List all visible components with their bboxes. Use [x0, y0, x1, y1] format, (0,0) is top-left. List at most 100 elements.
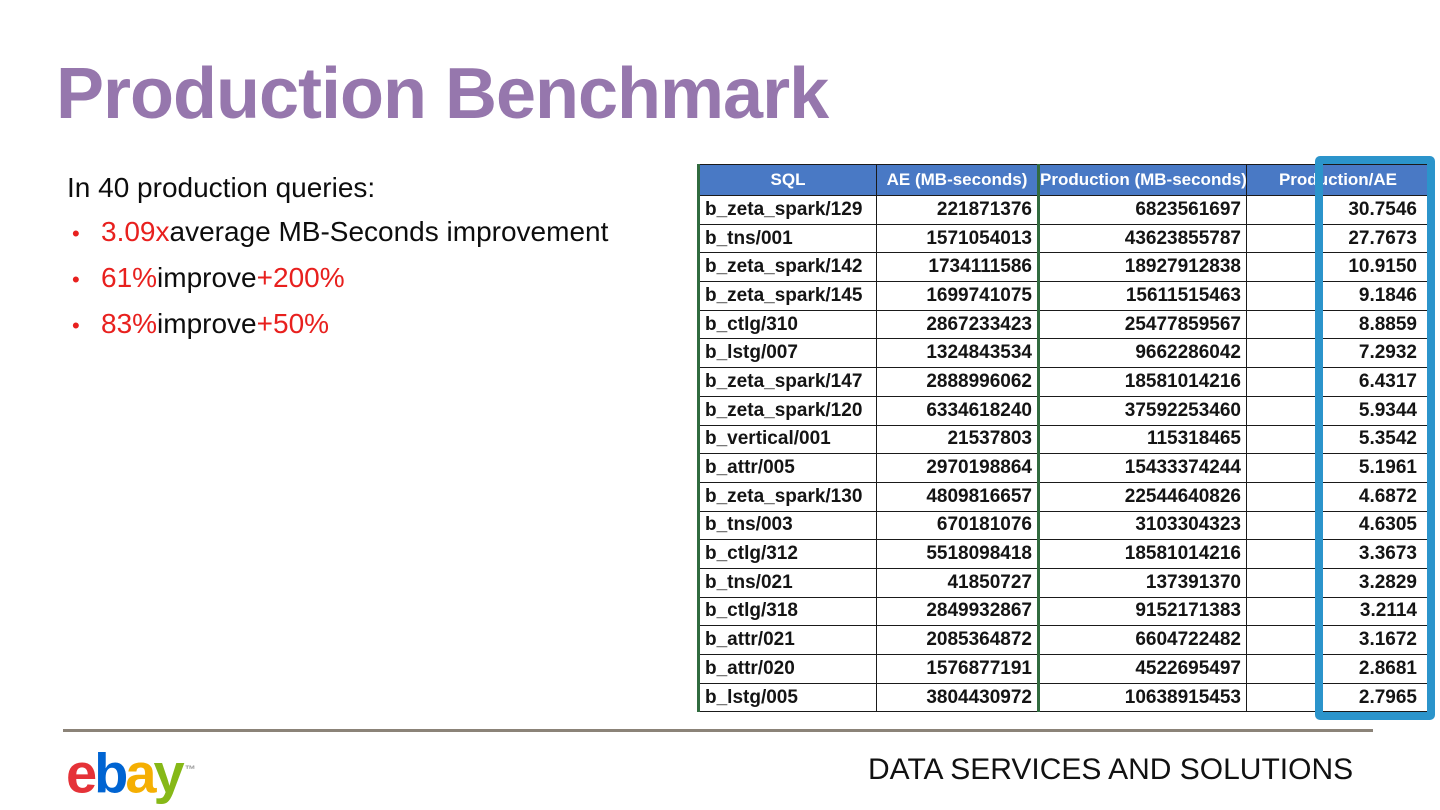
table-cell: 9152171383 [1038, 596, 1247, 627]
table-cell: 1576877191 [876, 654, 1040, 684]
table-cell: 3.3673 [1246, 539, 1430, 569]
table-cell: 5.9344 [1246, 395, 1430, 426]
table-cell: 670181076 [876, 510, 1040, 541]
table-row: b_zeta_spark/129 221871376 6823561697 30.75… [697, 195, 1430, 225]
table-cell: b_ctlg/312 [697, 539, 877, 569]
table-cell: 2970198864 [876, 453, 1040, 483]
table-cell: 2867233423 [876, 309, 1040, 340]
table-cell: 27.7673 [1246, 223, 1430, 254]
table-cell: 7.2932 [1246, 338, 1430, 369]
bullet-text-segment: 61% [101, 262, 158, 293]
table-cell: 137391370 [1038, 567, 1247, 598]
table-cell: 1734111586 [876, 252, 1040, 283]
benchmark-table: SQL AE (MB-seconds) Production (MB-seconds… [697, 164, 1430, 713]
table-cell: 4809816657 [876, 481, 1040, 512]
table-cell: b_attr/020 [697, 654, 877, 684]
table-cell: b_zeta_spark/130 [697, 481, 877, 512]
intro-text: In 40 production queries: [67, 172, 376, 203]
table-cell: b_tns/001 [697, 223, 877, 254]
table-row: b_zeta_spark/145 1699741075 15611515463 9.1… [697, 281, 1430, 311]
table-cell: b_attr/021 [697, 625, 877, 655]
bullet-text-segment: improve [157, 308, 257, 339]
table-row: b_attr/020 1576877191 4522695497 2.8681 [697, 654, 1430, 684]
footer-label: DATA SERVICES AND SOLUTIONS [868, 753, 1354, 786]
table-cell: 9.1846 [1246, 281, 1430, 311]
bullet-text-segment: 83% [101, 308, 158, 339]
table-cell: 9662286042 [1038, 338, 1247, 369]
table-cell: b_vertical/001 [697, 424, 877, 455]
table-cell: 2085364872 [876, 625, 1040, 655]
table-row: b_lstg/005 3804430972 10638915453 2.7965 [697, 682, 1430, 713]
table-cell: 1699741075 [876, 281, 1040, 311]
table-cell: 4522695497 [1038, 654, 1247, 684]
table-cell: 3804430972 [876, 682, 1040, 713]
table-cell: 3.2114 [1246, 596, 1430, 627]
table-cell: b_tns/003 [697, 510, 877, 541]
bullet-item-3: • 83% improve +50% [67, 302, 687, 348]
table-cell: 2.8681 [1246, 654, 1430, 684]
ebay-logo-letter: b [94, 741, 128, 805]
table-row: b_lstg/007 1324843534 9662286042 7.2932 [697, 338, 1430, 369]
table-row: b_tns/003 670181076 3103304323 4.6305 [697, 510, 1430, 541]
bullet-text-segment: +50% [256, 308, 330, 339]
bullet-item-2: • 61% improve +200% [67, 256, 687, 302]
table-cell: b_tns/021 [697, 567, 877, 598]
table-cell: 37592253460 [1038, 395, 1247, 426]
table-cell: 15433374244 [1038, 453, 1247, 483]
table-cell: 43623855787 [1038, 223, 1247, 254]
column-header-ae-mb-seconds: AE (MB-seconds) [876, 164, 1040, 196]
column-header-sql: SQL [697, 164, 877, 196]
table-cell: b_attr/005 [697, 453, 877, 483]
table-cell: b_zeta_spark/120 [697, 395, 877, 426]
bullet-dot-icon: • [72, 221, 80, 246]
table-cell: b_ctlg/310 [697, 309, 877, 340]
footer-divider [63, 729, 1373, 732]
table-cell: 6334618240 [876, 395, 1040, 426]
table-cell: 2.7965 [1246, 682, 1430, 713]
table-row: b_attr/021 2085364872 6604722482 3.1672 [697, 625, 1430, 655]
table-row: b_tns/021 41850727 137391370 3.2829 [697, 567, 1430, 598]
table-row: b_ctlg/312 5518098418 18581014216 3.3673 [697, 539, 1430, 569]
bullet-text-segment: average MB-Seconds improvement [169, 216, 609, 247]
bullet-dot-icon: • [72, 267, 80, 292]
table-cell: 1324843534 [876, 338, 1040, 369]
table-cell: 25477859567 [1038, 309, 1247, 340]
table-cell: 221871376 [876, 195, 1040, 225]
table-cell: 22544640826 [1038, 481, 1247, 512]
bullet-text-segment: improve [157, 262, 257, 293]
table-cell: b_lstg/007 [697, 338, 877, 369]
table-cell: 5518098418 [876, 539, 1040, 569]
table-cell: 6.4317 [1246, 367, 1430, 397]
table-cell: 4.6305 [1246, 510, 1430, 541]
table-cell: 3.1672 [1246, 625, 1430, 655]
table-row: b_vertical/001 21537803 115318465 5.3542 [697, 424, 1430, 455]
table-cell: b_lstg/005 [697, 682, 877, 713]
bullet-item-1: • 3.09x average MB-Seconds improvement [67, 210, 687, 256]
column-header-production-ae: Production/AE [1246, 164, 1430, 196]
table-cell: 2849932867 [876, 596, 1040, 627]
summary-text-block: In 40 production queries: • 3.09x average… [67, 166, 687, 348]
table-cell: b_zeta_spark/147 [697, 367, 877, 397]
table-cell: 3.2829 [1246, 567, 1430, 598]
table-cell: 3103304323 [1038, 510, 1247, 541]
table-row: b_zeta_spark/130 4809816657 22544640826 4.6… [697, 481, 1430, 512]
table-row: b_zeta_spark/120 6334618240 37592253460 5.9… [697, 395, 1430, 426]
table-row: b_tns/001 1571054013 43623855787 27.7673 [697, 223, 1430, 254]
table-cell: 5.1961 [1246, 453, 1430, 483]
column-header-production-mb-seconds: Production (MB-seconds) [1038, 164, 1247, 196]
table-cell: 2888996062 [876, 367, 1040, 397]
table-cell: 18581014216 [1038, 367, 1247, 397]
table-row: b_attr/005 2970198864 15433374244 5.1961 [697, 453, 1430, 483]
bullet-dot-icon: • [72, 313, 80, 338]
table-cell: 21537803 [876, 424, 1040, 455]
table-cell: 18927912838 [1038, 252, 1247, 283]
table-cell: 8.8859 [1246, 309, 1430, 340]
table-row: b_zeta_spark/142 1734111586 18927912838 10.… [697, 252, 1430, 283]
table-header-row: SQL AE (MB-seconds) Production (MB-seconds… [697, 164, 1430, 196]
table-cell: 6823561697 [1038, 195, 1247, 225]
trademark-symbol: ™ [184, 764, 196, 776]
table-cell: 10638915453 [1038, 682, 1247, 713]
ebay-logo-letter: a [125, 741, 156, 805]
table-row: b_zeta_spark/147 2888996062 18581014216 6.4… [697, 367, 1430, 397]
